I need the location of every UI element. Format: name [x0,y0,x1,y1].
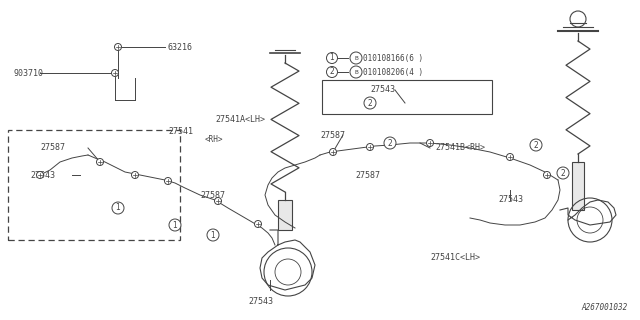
Text: B: B [354,69,358,75]
Circle shape [111,69,118,76]
Text: 27587: 27587 [40,143,65,153]
Text: 2: 2 [561,169,565,178]
FancyBboxPatch shape [322,80,492,114]
Text: 903710: 903710 [13,68,43,77]
Circle shape [506,154,513,161]
Text: 2: 2 [367,99,372,108]
Text: 010108166(6 ): 010108166(6 ) [363,53,423,62]
Circle shape [364,97,376,109]
Text: 27587: 27587 [355,171,380,180]
Text: 1: 1 [173,220,177,229]
FancyBboxPatch shape [278,200,292,230]
FancyBboxPatch shape [8,130,180,240]
Text: 1: 1 [211,230,216,239]
Circle shape [350,52,362,64]
Text: 27543: 27543 [30,171,55,180]
FancyBboxPatch shape [572,162,584,210]
Circle shape [131,172,138,179]
Circle shape [255,220,262,228]
Circle shape [169,219,181,231]
Text: 1: 1 [116,204,120,212]
Text: 27543: 27543 [248,298,273,307]
Circle shape [326,67,337,77]
Circle shape [326,52,337,63]
Circle shape [350,66,362,78]
Text: 2: 2 [330,68,334,76]
Circle shape [112,202,124,214]
Circle shape [543,172,550,179]
Circle shape [530,139,542,151]
Text: <RH>: <RH> [205,135,223,145]
Text: 27541A<LH>: 27541A<LH> [215,116,265,124]
Text: 2: 2 [534,140,538,149]
Circle shape [207,229,219,241]
Circle shape [330,148,337,156]
Circle shape [557,167,569,179]
Text: 27543: 27543 [498,196,523,204]
Text: B: B [354,55,358,60]
Text: 1: 1 [330,53,334,62]
Text: 2: 2 [388,139,392,148]
Circle shape [36,172,44,179]
Circle shape [214,197,221,204]
Circle shape [164,178,172,185]
Circle shape [97,158,104,165]
Text: 27541C<LH>: 27541C<LH> [430,253,480,262]
Text: 63216: 63216 [167,43,192,52]
Text: A267001032: A267001032 [582,303,628,312]
Circle shape [367,143,374,150]
Circle shape [115,44,122,51]
Text: 27587: 27587 [200,190,225,199]
Text: 27541B<RH>: 27541B<RH> [435,143,485,153]
Text: 010108206(4 ): 010108206(4 ) [363,68,423,76]
Circle shape [426,140,433,147]
Text: 27543: 27543 [370,85,395,94]
Text: 27587: 27587 [320,131,345,140]
Circle shape [384,137,396,149]
Text: 27541: 27541 [168,127,193,137]
